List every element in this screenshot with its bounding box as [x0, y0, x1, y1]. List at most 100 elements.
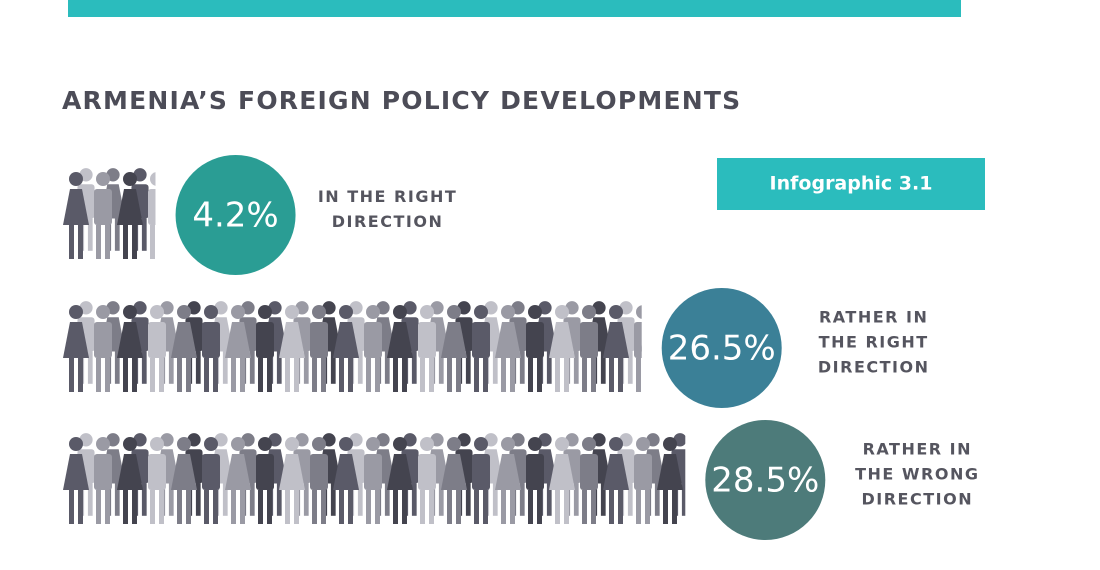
icon-leg: [312, 490, 317, 524]
icon-leg: [375, 358, 380, 392]
icon-leg: [249, 483, 255, 516]
icon-head: [123, 172, 137, 186]
icon-leg: [348, 358, 353, 392]
icon-leg: [204, 358, 209, 392]
icon-leg: [646, 352, 651, 384]
icon-head: [96, 437, 110, 451]
icon-leg: [294, 490, 299, 524]
icon-body: [171, 454, 197, 490]
icon-leg: [78, 490, 83, 524]
icon-leg: [339, 490, 344, 524]
icon-leg: [96, 225, 101, 259]
badge: [717, 158, 985, 210]
icon-leg: [330, 483, 336, 516]
icon-body: [171, 322, 197, 358]
icon-body: [495, 454, 521, 490]
icon-leg: [655, 352, 660, 384]
icon-leg: [267, 358, 272, 392]
icon-body: [364, 454, 382, 490]
icon-head: [474, 437, 488, 451]
icon-leg: [591, 490, 596, 524]
icon-leg: [465, 351, 471, 384]
icon-leg: [501, 490, 506, 524]
icon-leg: [204, 490, 209, 524]
icon-leg: [69, 225, 74, 259]
icon-leg: [222, 483, 228, 516]
icon-leg: [150, 358, 155, 392]
icon-leg: [141, 218, 147, 251]
icon-head: [555, 305, 569, 319]
icon-body: [256, 322, 274, 358]
icon-leg: [357, 483, 363, 516]
icon-body: [688, 454, 706, 490]
icon-body: [148, 322, 166, 358]
icon-head: [555, 437, 569, 451]
icon-body: [657, 454, 683, 490]
icon-leg: [456, 358, 461, 392]
icon-head: [609, 305, 623, 319]
icon-leg: [357, 351, 363, 384]
icon-body: [526, 454, 544, 490]
icon-body: [549, 322, 575, 358]
icon-head: [528, 305, 542, 319]
icon-body: [310, 322, 328, 358]
icon-body: [256, 454, 274, 490]
icon-head: [312, 305, 326, 319]
icon-leg: [537, 358, 542, 392]
icon-head: [393, 305, 407, 319]
icon-leg: [222, 351, 228, 384]
icon-leg: [96, 490, 101, 524]
icon-leg: [564, 358, 569, 392]
icon-leg: [492, 351, 498, 384]
icon-head: [231, 305, 245, 319]
icon-leg: [510, 490, 515, 524]
icon-head: [204, 437, 218, 451]
icon-head: [339, 305, 353, 319]
value-circle: [175, 155, 296, 275]
icon-leg: [474, 358, 479, 392]
icon-leg: [700, 484, 705, 516]
icon-leg: [123, 225, 128, 259]
icon-leg: [105, 490, 110, 524]
icon-body: [202, 454, 220, 490]
icon-leg: [69, 490, 74, 524]
icon-body: [333, 322, 359, 358]
icon-head: [420, 305, 434, 319]
icon-body: [94, 322, 112, 358]
icon-leg: [402, 490, 407, 524]
icon-head: [609, 437, 623, 451]
icon-body: [148, 454, 166, 490]
icon-leg: [663, 490, 668, 524]
icon-body: [94, 454, 112, 490]
icon-leg: [213, 358, 218, 392]
icon-head: [474, 305, 488, 319]
icon-leg: [375, 490, 380, 524]
icon-body: [63, 454, 89, 490]
icon-leg: [429, 490, 434, 524]
icon-body: [495, 322, 521, 358]
icon-leg: [483, 358, 488, 392]
icon-head: [339, 437, 353, 451]
icon-leg: [447, 358, 452, 392]
chart-title: ARMENIA’S FOREIGN POLICY DEVELOPMENTS: [62, 86, 741, 115]
top-bar: [68, 0, 961, 17]
icon-leg: [645, 490, 650, 524]
icon-body: [418, 454, 436, 490]
icon-leg: [600, 483, 606, 516]
icon-body: [549, 454, 575, 490]
icon-body: [640, 346, 642, 352]
icon-head: [177, 437, 191, 451]
icon-leg: [420, 490, 425, 524]
icon-leg: [303, 483, 309, 516]
icon-body: [603, 454, 629, 490]
icon-head: [285, 437, 299, 451]
icon-leg: [303, 351, 309, 384]
icon-leg: [582, 358, 587, 392]
icon-leg: [195, 351, 201, 384]
icon-leg: [114, 483, 120, 516]
people-row: [63, 301, 660, 392]
icon-body: [441, 322, 467, 358]
icon-leg: [528, 490, 533, 524]
icon-leg: [681, 483, 686, 516]
